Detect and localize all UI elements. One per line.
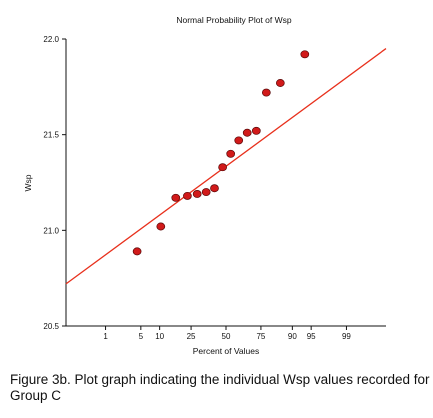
- data-point: [300, 50, 310, 59]
- x-tick-label: 5: [139, 332, 144, 341]
- data-points: [132, 50, 310, 256]
- chart-title: Normal Probability Plot of Wsp: [176, 15, 292, 25]
- y-ticks: 20.5 21.0 21.5 22.0: [43, 35, 66, 331]
- data-point: [242, 128, 252, 137]
- x-tick-label: 90: [288, 332, 297, 341]
- x-tick-label: 1: [103, 332, 108, 341]
- x-ticks: 1 5 10 25 50 75 90 95 99: [103, 326, 351, 341]
- data-point: [234, 136, 244, 145]
- data-point: [261, 88, 271, 97]
- normal-probability-chart: Normal Probability Plot of Wsp 20.521.02…: [23, 15, 387, 356]
- x-tick-label: 50: [222, 332, 231, 341]
- data-point: [218, 163, 227, 172]
- x-tick-label: 10: [155, 332, 164, 341]
- y-tick-label: 20.5: [43, 322, 59, 331]
- data-point: [171, 193, 181, 202]
- figure-caption: Figure 3b. Plot graph indicating the ind…: [10, 372, 430, 403]
- x-tick-label: 99: [342, 332, 351, 341]
- data-point: [132, 247, 142, 256]
- x-tick-label: 75: [256, 332, 265, 341]
- y-tick-label: 22.0: [43, 35, 59, 44]
- y-axis-label: Wsp: [23, 174, 33, 191]
- data-point: [275, 79, 285, 87]
- plot-area: [66, 39, 386, 326]
- data-point: [201, 188, 211, 197]
- data-point: [210, 184, 219, 193]
- data-point: [192, 190, 202, 198]
- x-axis-label: Percent of Values: [193, 346, 259, 356]
- data-point: [183, 191, 192, 200]
- x-tick-label: 25: [187, 332, 196, 341]
- data-point: [251, 126, 261, 135]
- y-tick-label: 21.0: [43, 226, 59, 235]
- y-tick-label: 21.5: [43, 131, 59, 140]
- x-tick-label: 95: [307, 332, 316, 341]
- data-point: [156, 222, 166, 231]
- data-point: [226, 149, 236, 158]
